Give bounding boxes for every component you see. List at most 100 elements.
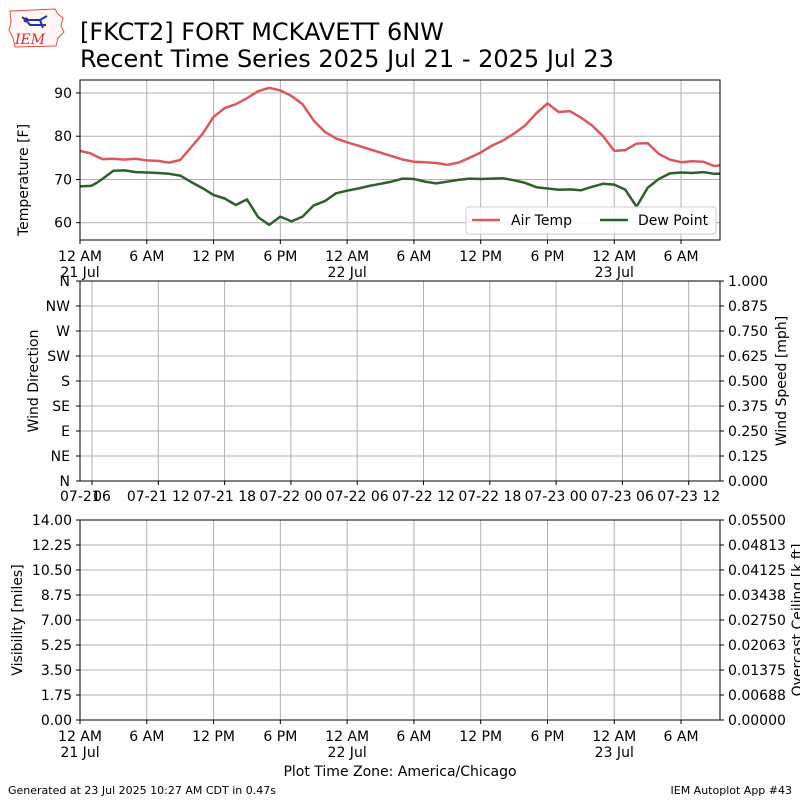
ceiling-tick-label: 0.00000 xyxy=(728,713,786,729)
temperature-x-tick-label: 6 AM xyxy=(129,249,164,265)
ceiling-tick-label: 0.05500 xyxy=(728,513,786,529)
visibility-tick-label: 8.75 xyxy=(41,588,72,604)
iem-logo: IEM xyxy=(8,8,65,48)
visibility-x-tick-label: 6 PM xyxy=(531,729,565,745)
ceiling-tick-label: 0.02063 xyxy=(728,638,786,654)
visibility-label: Visibility [miles] xyxy=(10,564,26,675)
wind-x-tick-label: 07-22 12 xyxy=(392,489,455,505)
temperature-y-tick-label: 70 xyxy=(54,172,72,188)
temperature-x-tick-label: 6 AM xyxy=(664,249,699,265)
temperature-x-tick-label: 12 AM xyxy=(325,249,369,265)
timezone-label: Plot Time Zone: America/Chicago xyxy=(283,764,516,780)
wind-x-tick-label: 07-23 12 xyxy=(657,489,720,505)
visibility-x-date-label: 22 Jul xyxy=(328,745,367,761)
visibility-ticks: 0.00 1.75 3.50 5.25 7.00 8.75 10.50 12.25 14.00 xyxy=(32,513,80,729)
visibility-x-date-label: 21 Jul xyxy=(60,745,99,761)
ceiling-label: Overcast Ceiling [k ft] xyxy=(790,544,800,697)
temperature-x-date-label: 22 Jul xyxy=(328,265,367,281)
ceiling-tick-label: 0.04125 xyxy=(728,563,786,579)
ceiling-tick-label: 0.01375 xyxy=(728,663,786,679)
wind-x-tick-label: 07-23 00 xyxy=(525,489,588,505)
wind-x-tick-label: 07-21 18 xyxy=(193,489,256,505)
visibility-tick-label: 7.00 xyxy=(41,613,72,629)
visibility-tick-label: 12.25 xyxy=(32,538,72,554)
wind-speed-tick-label: 1.000 xyxy=(728,274,768,290)
wind-x-tick-label: 07-22 18 xyxy=(458,489,521,505)
temperature-x-tick-label: 6 PM xyxy=(531,249,565,265)
wind-x-first-label: 07-21 xyxy=(60,489,101,505)
wind-speed-tick-label: 0.500 xyxy=(728,374,768,390)
visibility-tick-label: 14.00 xyxy=(32,513,72,529)
ceiling-tick-label: 0.03438 xyxy=(728,588,786,604)
wind-direction-tick-label: SW xyxy=(47,349,70,365)
legend-box xyxy=(465,206,717,235)
series-air-temp xyxy=(79,86,721,168)
visibility-x-date-label: 23 Jul xyxy=(595,745,634,761)
visibility-x-tick-label: 12 AM xyxy=(592,729,636,745)
wind-direction-tick-label: W xyxy=(56,324,70,340)
temperature-x-tick-label: 12 PM xyxy=(192,249,235,265)
wind-x-tick-label: 07-23 06 xyxy=(591,489,654,505)
temperature-y-ticks: 60 70 80 90 xyxy=(54,86,80,232)
ceiling-tick-label: 0.02750 xyxy=(728,613,786,629)
wind-speed-tick-label: 0.875 xyxy=(728,299,768,315)
wind-direction-tick-label: S xyxy=(61,374,70,390)
visibility-x-tick-label: 12 AM xyxy=(325,729,369,745)
temperature-y-tick-label: 80 xyxy=(54,129,72,145)
temperature-x-tick-label: 12 AM xyxy=(58,249,102,265)
ceiling-ticks: 0.00000 0.00688 0.01375 0.02063 0.02750 0.034… xyxy=(720,513,786,729)
temperature-frame xyxy=(79,79,721,241)
wind-speed-tick-label: 0.250 xyxy=(728,424,768,440)
visibility-tick-label: 1.75 xyxy=(41,688,72,704)
wind-speed-tick-label: 0.125 xyxy=(728,449,768,465)
wind-x-tick-label: 06 xyxy=(93,489,111,505)
temperature-y-label: Temperature [F] xyxy=(16,124,32,237)
wind-direction-tick-label: SE xyxy=(52,399,70,415)
wind-direction-tick-label: N xyxy=(60,274,70,290)
wind-direction-tick-label: E xyxy=(61,424,70,440)
temperature-series xyxy=(79,86,721,227)
title-line-2: Recent Time Series 2025 Jul 21 - 2025 Ju… xyxy=(80,45,614,73)
visibility-x-tick-label: 12 AM xyxy=(58,729,102,745)
legend-label-air-temp: Air Temp xyxy=(511,213,572,229)
generated-note: Generated at 23 Jul 2025 10:27 AM CDT in… xyxy=(8,784,276,797)
temperature-x-tick-label: 12 AM xyxy=(592,249,636,265)
wind-direction-tick-label: N xyxy=(60,474,70,490)
ceiling-tick-label: 0.04813 xyxy=(728,538,786,554)
visibility-grid xyxy=(79,519,720,721)
visibility-x-tick-label: 6 PM xyxy=(263,729,297,745)
visibility-tick-label: 10.50 xyxy=(32,563,72,579)
temperature-x-date-label: 21 Jul xyxy=(60,265,99,281)
ceiling-tick-label: 0.00688 xyxy=(728,688,786,704)
wind-grid xyxy=(80,280,720,482)
visibility-x-tick-label: 12 PM xyxy=(192,729,235,745)
temperature-x-tick-label: 6 AM xyxy=(396,249,431,265)
series-dew-point xyxy=(79,169,720,227)
logo-text: IEM xyxy=(14,32,46,48)
wind-speed-tick-label: 0.750 xyxy=(728,324,768,340)
wind-direction-label: Wind Direction xyxy=(26,330,42,433)
visibility-x-tick-label: 12 PM xyxy=(459,729,502,745)
visibility-x-tick-label: 6 AM xyxy=(664,729,699,745)
wind-x-tick-label: 07-21 12 xyxy=(127,489,190,505)
visibility-x-tick-label: 6 AM xyxy=(129,729,164,745)
app-note: IEM Autoplot App #43 xyxy=(671,784,793,797)
wind-x-tick-label: 07-22 00 xyxy=(259,489,322,505)
wind-speed-label: Wind Speed [mph] xyxy=(774,316,790,446)
temperature-x-tick-label: 6 PM xyxy=(263,249,297,265)
wind-direction-tick-label: NW xyxy=(46,299,70,315)
wind-direction-ticks: N NE E SE S SW W NW N xyxy=(46,274,80,490)
wind-speed-tick-label: 0.625 xyxy=(728,349,768,365)
station-dot-icon xyxy=(23,17,29,23)
legend-label-dew-point: Dew Point xyxy=(638,213,709,229)
visibility-tick-label: 0.00 xyxy=(41,713,72,729)
temperature-x-date-label: 23 Jul xyxy=(595,265,634,281)
wind-speed-tick-label: 0.375 xyxy=(728,399,768,415)
visibility-tick-label: 3.50 xyxy=(41,663,72,679)
temperature-y-tick-label: 90 xyxy=(54,86,72,102)
temperature-x-tick-label: 12 PM xyxy=(459,249,502,265)
